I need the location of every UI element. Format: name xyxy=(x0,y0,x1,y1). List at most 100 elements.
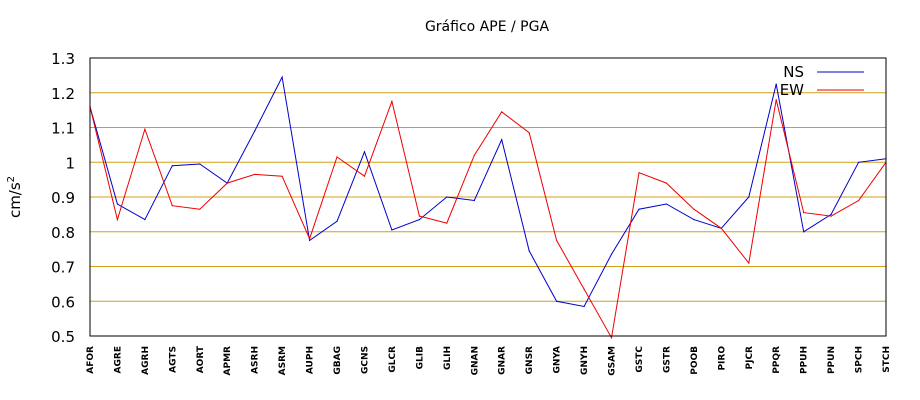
x-tick-label: GNSR xyxy=(525,346,535,374)
x-tick-label: GCNS xyxy=(360,346,370,374)
data-point-ns xyxy=(803,231,805,233)
legend-item-ew: EW xyxy=(780,81,864,99)
x-tick-label: AORT xyxy=(196,345,206,373)
y-tick-label: 1.2 xyxy=(51,85,75,103)
data-point-ns xyxy=(693,219,695,221)
x-tick-label: GSAM xyxy=(608,346,618,376)
data-point-ns xyxy=(171,165,173,167)
chart-title: Gráfico APE / PGA xyxy=(425,19,549,35)
series-ns xyxy=(89,75,887,308)
data-point-ns xyxy=(556,300,558,302)
data-point-ns xyxy=(473,199,475,202)
x-tick-label: APMR xyxy=(223,346,233,376)
y-tick-label: 0.9 xyxy=(51,189,75,207)
data-point-ew xyxy=(144,128,146,130)
x-tick-label: GLIB xyxy=(415,346,425,369)
x-tick-label: ASRM xyxy=(278,346,288,375)
y-tick-labels: 0.5 0.6 0.7 0.8 0.9 1 1.1 1.2 1.3 xyxy=(51,50,75,346)
data-point-ns xyxy=(858,161,860,163)
x-tick-label: AGRE xyxy=(113,346,123,373)
y-tick-label: 1 xyxy=(65,154,75,172)
data-point-ew xyxy=(748,262,750,264)
y-axis-label: cm/s2 xyxy=(6,176,24,218)
x-tick-label: PPQR xyxy=(772,346,782,374)
data-point-ns xyxy=(665,203,668,205)
series-line-ns xyxy=(89,75,887,308)
x-tick-label: PPUN xyxy=(827,346,837,374)
x-tick-label: AGTS xyxy=(168,346,178,373)
x-tick-label: GLCR xyxy=(388,346,398,373)
y-axis-label-exponent: 2 xyxy=(6,176,17,182)
data-point-ns xyxy=(501,139,503,141)
x-tick-label: PJCR xyxy=(745,346,755,370)
data-point-ew xyxy=(336,156,338,158)
data-point-ew xyxy=(309,238,311,240)
grid-layer xyxy=(90,92,886,302)
data-point-ew xyxy=(171,205,173,207)
data-point-ns xyxy=(309,239,311,241)
legend-label: EW xyxy=(780,81,804,99)
data-point-ew xyxy=(281,175,283,177)
data-point-ew xyxy=(501,111,503,113)
data-point-ns xyxy=(418,219,420,221)
data-point-ew xyxy=(254,173,256,175)
data-point-ew xyxy=(556,239,558,241)
legend-label: NS xyxy=(783,63,804,81)
data-point-ew xyxy=(665,182,668,184)
y-axis-label-unit: cm/s xyxy=(6,182,24,218)
data-point-ew xyxy=(693,208,695,210)
x-tick-label: GNAN xyxy=(470,346,480,375)
x-tick-label: GSTC xyxy=(635,346,645,373)
data-point-ns xyxy=(363,151,366,153)
data-point-ns xyxy=(281,76,283,78)
x-tick-label: AGRH xyxy=(141,346,151,375)
data-point-ns xyxy=(638,208,640,210)
data-point-ns xyxy=(775,83,777,85)
data-point-ew xyxy=(116,219,118,221)
data-point-ns xyxy=(199,163,201,165)
data-point-ns xyxy=(610,253,613,255)
data-point-ns xyxy=(391,229,393,231)
data-point-ns xyxy=(254,130,256,132)
data-point-ns xyxy=(830,213,832,215)
x-tick-label: GNAR xyxy=(498,346,508,375)
data-point-ns xyxy=(116,203,118,205)
data-point-ew xyxy=(226,182,228,184)
data-point-ew xyxy=(720,227,722,229)
data-point-ns xyxy=(528,250,530,252)
x-tick-label: GSTR xyxy=(662,346,672,373)
x-tick-label: GNYH xyxy=(580,346,590,375)
x-tick-label: GLIH xyxy=(443,346,453,370)
plot-frame xyxy=(89,57,887,337)
x-tick-label: GNYA xyxy=(553,346,563,374)
y-tick-label: 0.8 xyxy=(51,224,75,242)
series-ew xyxy=(89,99,887,340)
x-tick-label: AUPH xyxy=(306,346,316,374)
y-tick-label: 0.7 xyxy=(51,259,75,277)
x-tick-label: PIRO xyxy=(717,346,727,371)
x-tick-label: PPUH xyxy=(800,346,810,374)
data-point-ew xyxy=(473,154,475,156)
data-point-ns xyxy=(583,305,585,308)
x-tick-label: STCH xyxy=(882,346,892,373)
y-tick-label: 1.1 xyxy=(51,120,75,138)
data-point-ew xyxy=(446,222,448,224)
data-point-ns xyxy=(336,220,338,222)
data-point-ew xyxy=(391,100,393,102)
data-point-ew xyxy=(528,132,530,134)
y-tick-label: 0.5 xyxy=(51,328,75,346)
series-layer xyxy=(89,75,887,340)
x-tick-label: SPCH xyxy=(855,346,865,373)
data-point-ew xyxy=(610,337,613,339)
x-tick-label: POOB xyxy=(690,346,700,375)
data-point-ew xyxy=(858,199,860,202)
data-point-ew xyxy=(830,215,832,217)
x-tick-labels: AFOR AGRE AGRH AGTS AORT APMR ASRH ASRM AUPH GBAG… xyxy=(86,345,892,376)
data-point-ew xyxy=(199,208,201,210)
x-tick-label: ASRH xyxy=(251,346,261,374)
x-tick-label: GBAG xyxy=(333,346,343,375)
data-point-ew xyxy=(418,215,420,217)
data-point-ns xyxy=(144,219,146,221)
